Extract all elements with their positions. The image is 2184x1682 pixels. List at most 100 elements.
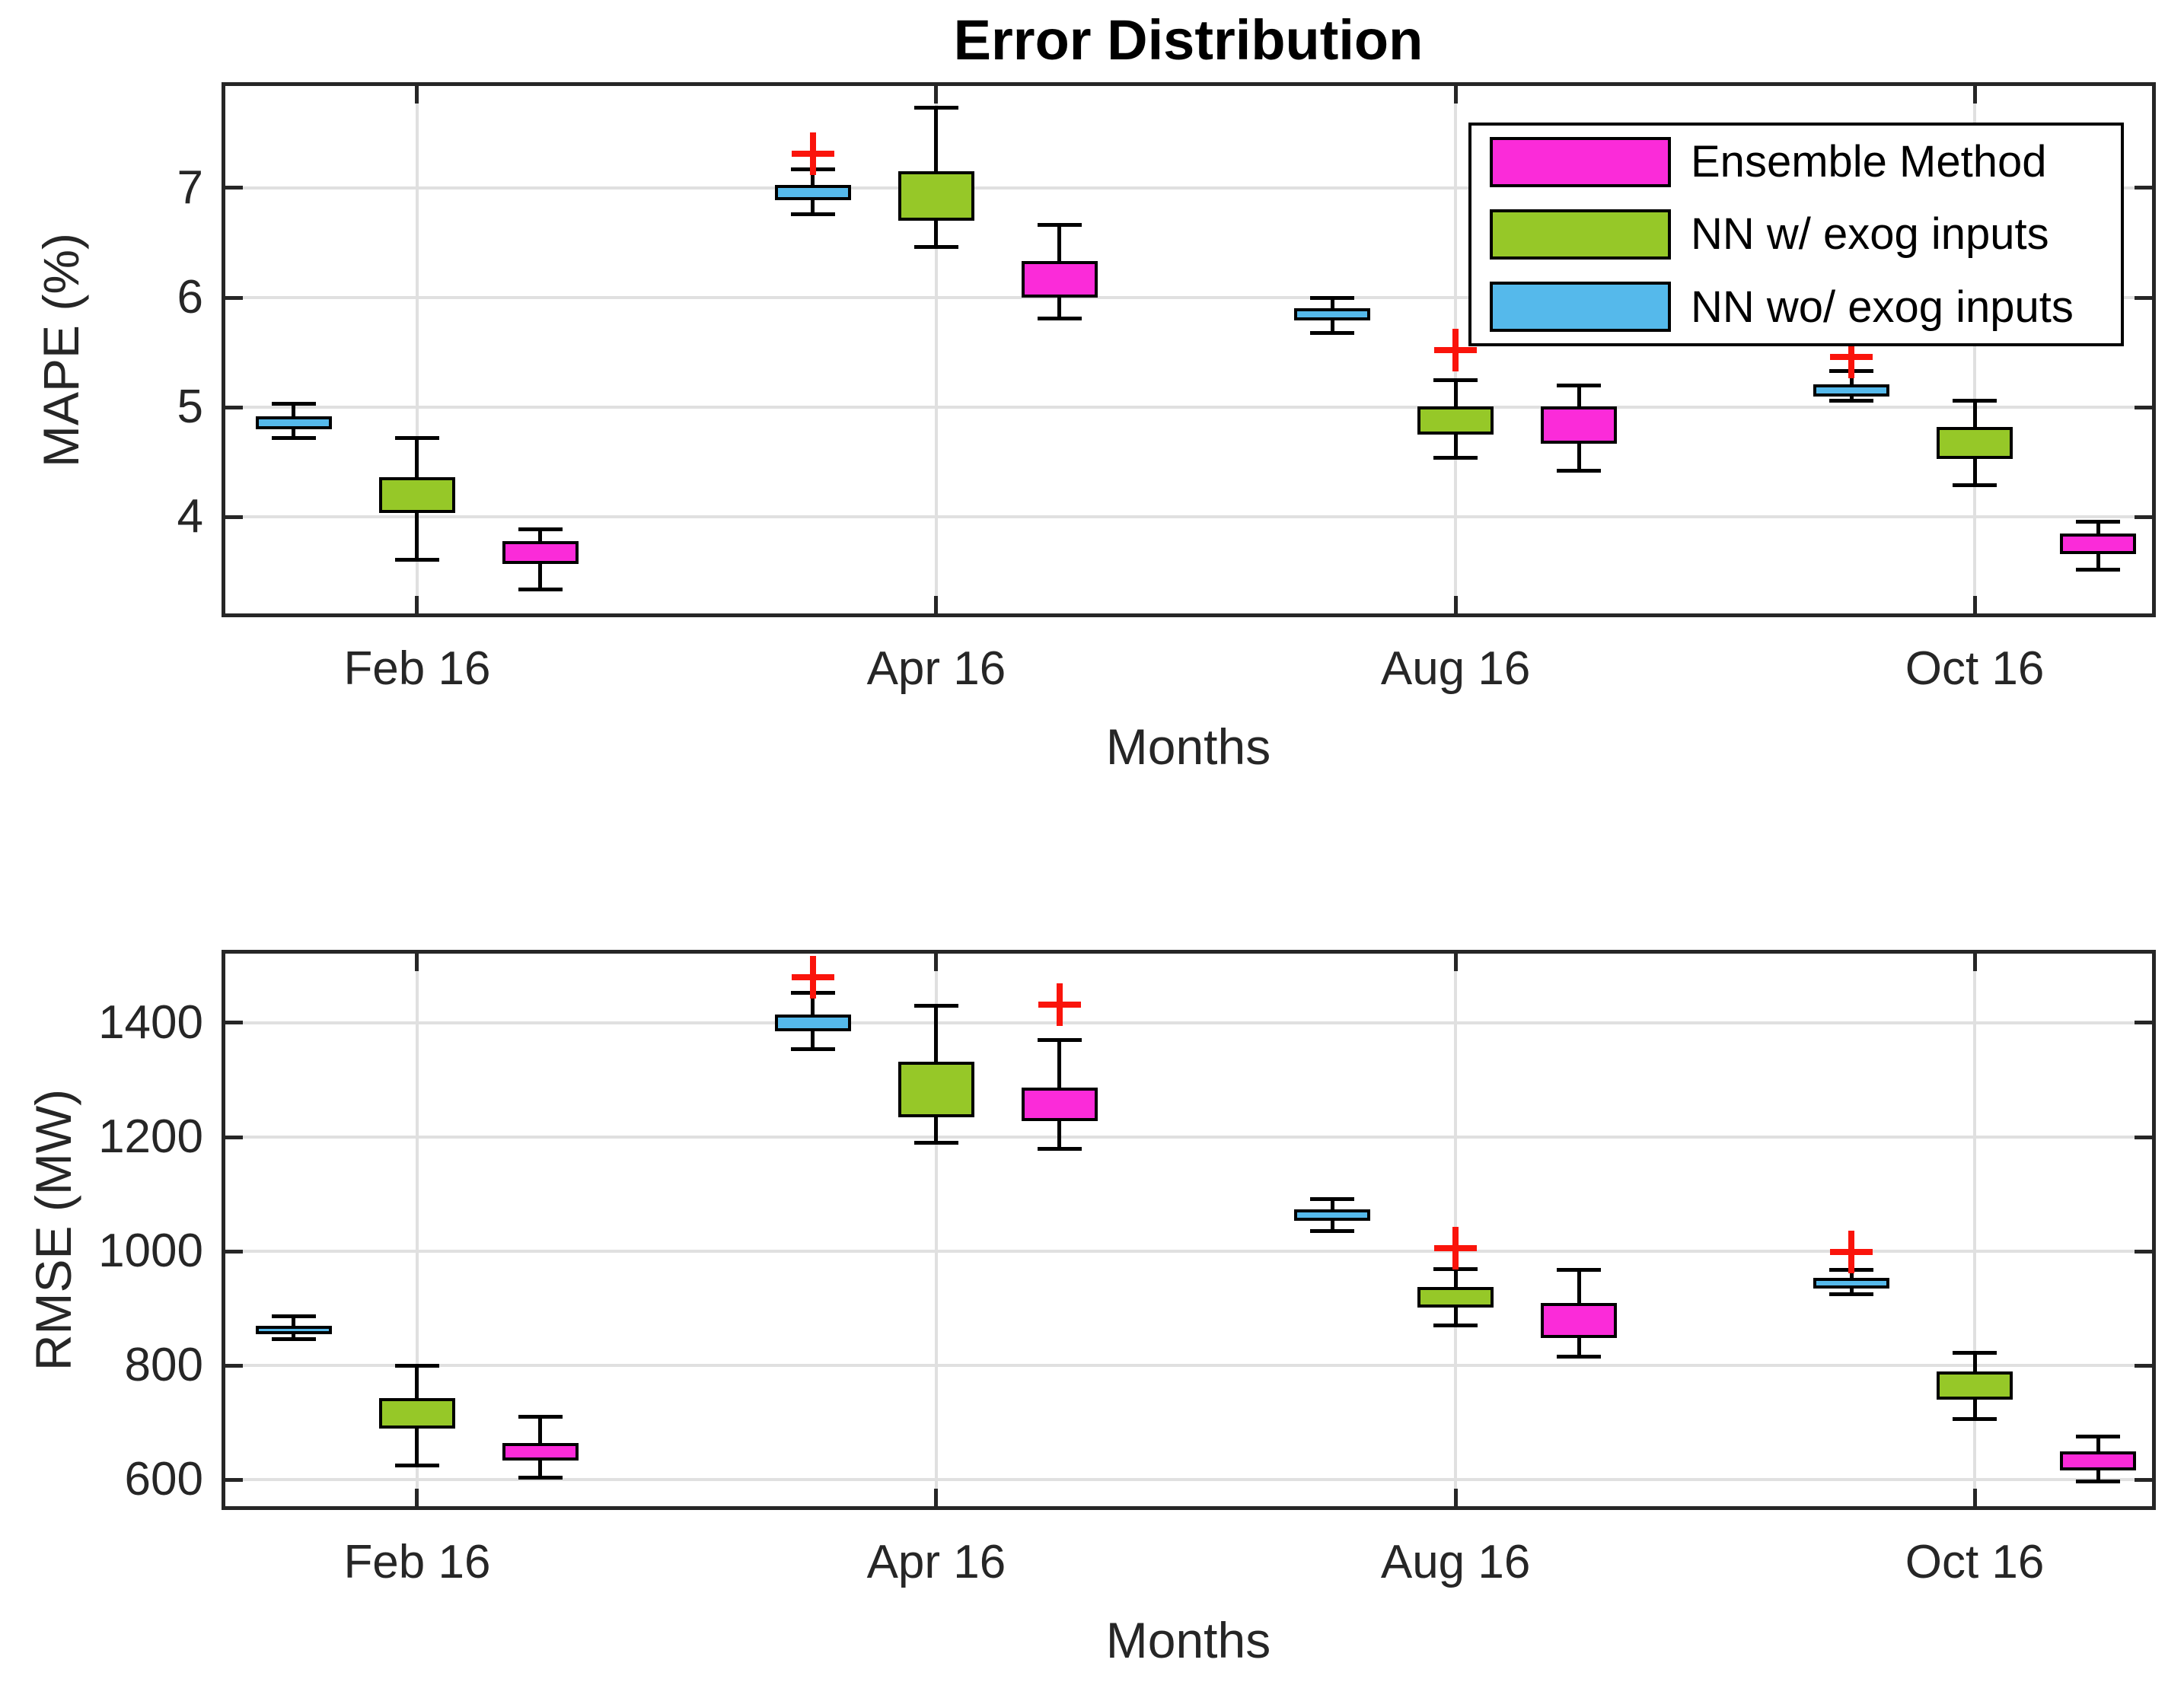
figure-title: Error Distribution <box>953 8 1424 72</box>
box-whisker-cap <box>1953 1350 1997 1355</box>
box <box>255 1325 332 1334</box>
y-tick-mark <box>2135 1363 2154 1368</box>
box <box>378 477 455 513</box>
y-gridline <box>223 406 2154 409</box>
y-tick-mark <box>223 1135 243 1139</box>
y-tick-mark <box>2135 186 2154 190</box>
y-tick-mark <box>2135 1249 2154 1254</box>
box-whisker-cap <box>518 527 563 531</box>
box-whisker-cap <box>518 1415 563 1419</box>
outlier-plus-marker <box>809 955 816 999</box>
outlier-plus-marker <box>1848 335 1855 378</box>
box <box>1021 1087 1098 1121</box>
box-whisker-cap <box>1310 1228 1355 1233</box>
box-whisker-cap <box>271 1337 316 1342</box>
y-gridline <box>223 1021 2154 1024</box>
y-tick-label: 1200 <box>98 1110 203 1163</box>
box-whisker-cap <box>394 1464 439 1468</box>
box-whisker-cap <box>1433 455 1478 460</box>
x-tick-mark <box>934 1489 939 1508</box>
box-whisker-cap <box>1557 469 1602 473</box>
axes-frame <box>222 82 2156 617</box>
x-gridline <box>934 84 938 616</box>
box <box>1937 427 2013 459</box>
box <box>1294 308 1371 321</box>
x-tick-label: Feb 16 <box>343 642 491 695</box>
box-whisker-cap <box>1829 1292 1874 1296</box>
box <box>502 540 579 565</box>
box <box>378 1398 455 1429</box>
box-whisker-cap <box>1829 399 1874 403</box>
box <box>2060 533 2137 555</box>
y-gridline <box>223 1250 2154 1254</box>
outlier-plus-marker <box>809 132 816 176</box>
box <box>1541 1302 1618 1339</box>
y-gridline <box>223 1478 2154 1482</box>
box-whisker-cap <box>913 245 958 250</box>
rmse-y-axis-label: RMSE (MW) <box>25 1088 81 1371</box>
box-whisker-cap <box>1953 483 1997 487</box>
x-gridline <box>415 951 419 1508</box>
y-tick-mark <box>223 186 243 190</box>
axes-frame <box>222 950 2156 1510</box>
x-gridline <box>934 951 938 1508</box>
box-whisker-cap <box>913 1003 958 1008</box>
x-tick-label: Oct 16 <box>1905 1536 2045 1588</box>
box-whisker-cap <box>1953 399 1997 403</box>
nn-no-exog-color-swatch <box>1490 282 1671 333</box>
box-whisker-cap <box>790 212 835 216</box>
box-whisker-cap <box>1310 1197 1355 1202</box>
rmse-x-axis-label: Months <box>1105 1612 1271 1668</box>
x-tick-mark <box>934 596 939 616</box>
x-tick-mark <box>1453 596 1458 616</box>
y-tick-label: 1400 <box>98 996 203 1049</box>
y-tick-mark <box>223 1477 243 1482</box>
legend-item-label: Ensemble Method <box>1691 137 2047 187</box>
y-tick-label: 5 <box>177 381 203 434</box>
legend: Ensemble Method NN w/ exog inputs NN wo/… <box>1468 123 2124 346</box>
box-whisker-cap <box>1557 1354 1602 1359</box>
y-tick-mark <box>2135 405 2154 409</box>
y-tick-label: 6 <box>177 271 203 324</box>
box <box>255 416 332 429</box>
box-whisker-cap <box>518 1475 563 1480</box>
y-tick-label: 1000 <box>98 1225 203 1278</box>
y-tick-label: 7 <box>177 161 203 214</box>
y-tick-mark <box>2135 1021 2154 1025</box>
box-whisker-cap <box>913 106 958 110</box>
box-whisker-cap <box>394 1363 439 1368</box>
box-whisker-cap <box>271 436 316 441</box>
box-whisker-cap <box>518 587 563 591</box>
box-whisker-cap <box>1310 295 1355 300</box>
outlier-plus-marker <box>1452 1226 1459 1269</box>
box-whisker-cap <box>271 402 316 406</box>
box-whisker-cap <box>1037 1037 1082 1042</box>
box-whisker-cap <box>2076 1434 2121 1438</box>
nn-exog-color-swatch <box>1490 209 1671 260</box>
box-whisker-cap <box>790 1046 835 1051</box>
x-tick-mark <box>1453 84 1458 104</box>
x-gridline <box>1973 951 1977 1508</box>
box <box>774 1015 851 1032</box>
box-whisker-cap <box>394 436 439 441</box>
y-tick-label: 4 <box>177 490 203 543</box>
x-tick-mark <box>415 951 419 971</box>
x-tick-mark <box>934 951 939 971</box>
y-tick-mark <box>2135 295 2154 300</box>
x-tick-label: Oct 16 <box>1905 642 2045 695</box>
box <box>1417 406 1494 435</box>
y-gridline <box>223 1136 2154 1139</box>
y-tick-mark <box>2135 1477 2154 1482</box>
y-tick-mark <box>2135 514 2154 519</box>
x-tick-mark <box>934 84 939 104</box>
box <box>502 1443 579 1461</box>
x-tick-mark <box>1972 596 1977 616</box>
box-whisker-cap <box>1557 1267 1602 1272</box>
box-whisker-cap <box>2076 567 2121 572</box>
box <box>1813 384 1890 397</box>
box <box>1021 261 1098 298</box>
y-gridline <box>223 186 2154 190</box>
x-tick-mark <box>415 1489 419 1508</box>
box-whisker-cap <box>2076 1480 2121 1484</box>
box-whisker-cap <box>1433 377 1478 382</box>
